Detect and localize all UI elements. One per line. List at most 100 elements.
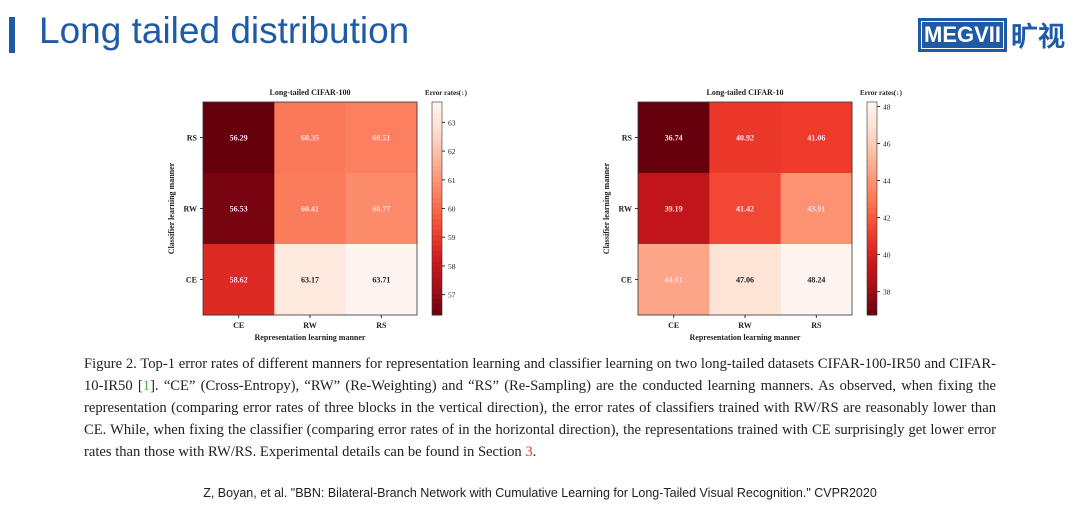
- colorbar-tick-label: 58: [448, 262, 456, 271]
- cell-value-label: 63.71: [372, 276, 390, 285]
- colorbar-tick-label: 63: [448, 118, 456, 127]
- cell-value-label: 48.24: [807, 276, 825, 285]
- colorbar-segment: [432, 309, 442, 316]
- colorbar-tick-label: 44: [883, 177, 891, 186]
- colorbar-segment: [432, 160, 442, 167]
- colorbar-tick-label: 48: [883, 102, 891, 111]
- colorbar-tick-label: 40: [883, 251, 891, 260]
- colorbar-segment: [867, 187, 877, 194]
- colorbar-segment: [432, 229, 442, 236]
- cell-value-label: 56.29: [230, 134, 248, 143]
- x-tick-label: RW: [303, 321, 317, 330]
- cell-value-label: 60.51: [372, 134, 390, 143]
- x-tick-label: RS: [811, 321, 822, 330]
- heatmap-cell: [638, 244, 710, 316]
- heatmap-cell: [345, 102, 418, 174]
- colorbar-segment: [432, 117, 442, 124]
- colorbar-segment: [432, 197, 442, 204]
- colorbar-segment: [867, 229, 877, 236]
- colorbar-segment: [867, 245, 877, 252]
- colorbar-segment: [867, 213, 877, 220]
- figure-caption: Figure 2. Top-1 error rates of different…: [84, 353, 996, 463]
- colorbar-segment: [432, 288, 442, 295]
- x-axis-label: Representation learning manner: [255, 333, 366, 342]
- heatmap-cell: [709, 102, 782, 174]
- heatmap-cell: [638, 102, 710, 174]
- colorbar-segment: [867, 219, 877, 225]
- colorbar-segment: [867, 293, 877, 300]
- colorbar-segment: [432, 112, 442, 119]
- caption-text: .: [532, 444, 537, 460]
- colorbar-label: Error rates(↓): [860, 89, 903, 97]
- colorbar-segment: [432, 261, 442, 268]
- heatmap-cell: [709, 244, 782, 316]
- colorbar-segment: [867, 224, 877, 231]
- cell-value-label: 41.06: [807, 134, 825, 143]
- colorbar-segment: [432, 304, 442, 311]
- colorbar-tick-label: 46: [883, 139, 891, 148]
- colorbar-segment: [432, 107, 442, 114]
- heatmap-cell: [203, 244, 275, 316]
- colorbar-segment: [432, 213, 442, 220]
- colorbar-segment: [867, 107, 877, 114]
- y-tick-label: RW: [619, 205, 633, 214]
- colorbar-segment: [867, 155, 877, 162]
- colorbar-segment: [867, 272, 877, 279]
- colorbar-segment: [432, 299, 442, 305]
- citation-link[interactable]: 1: [142, 378, 151, 394]
- colorbar-tick-label: 57: [448, 291, 456, 300]
- cell-value-label: 41.42: [736, 205, 754, 214]
- colorbar-segment: [867, 283, 877, 289]
- colorbar-segment: [867, 299, 877, 305]
- colorbar-segment: [432, 277, 442, 284]
- cell-value-label: 56.53: [230, 205, 248, 214]
- colorbar-segment: [432, 102, 442, 108]
- heatmap-cell: [345, 173, 418, 245]
- colorbar-segment: [432, 208, 442, 215]
- colorbar-segment: [432, 128, 442, 135]
- colorbar-segment: [867, 267, 877, 273]
- x-tick-label: CE: [233, 321, 244, 330]
- heatmap-cell: [780, 173, 853, 245]
- colorbar-segment: [867, 197, 877, 204]
- colorbar-segment: [432, 219, 442, 225]
- heatmap-cell: [274, 173, 347, 245]
- colorbar-segment: [867, 160, 877, 167]
- colorbar-segment: [432, 171, 442, 178]
- logo-cn-text: 旷视: [1011, 22, 1066, 53]
- cell-value-label: 40.92: [736, 134, 754, 143]
- cell-value-label: 63.17: [301, 276, 319, 285]
- colorbar-segment: [867, 277, 877, 284]
- colorbar-segment: [867, 176, 877, 183]
- heatmap-cell: [274, 244, 347, 316]
- colorbar-segment: [867, 133, 877, 140]
- colorbar-segment: [867, 117, 877, 124]
- colorbar-segment: [867, 165, 877, 172]
- cell-value-label: 60.41: [301, 205, 319, 214]
- colorbar-segment: [867, 208, 877, 215]
- colorbar-segment: [432, 267, 442, 273]
- colorbar-segment: [867, 112, 877, 119]
- colorbar-segment: [432, 181, 442, 188]
- colorbar-segment: [867, 203, 877, 209]
- section-link[interactable]: 3: [525, 444, 533, 460]
- caption-text: ]. “CE” (Cross-Entropy), “RW” (Re-Weight…: [84, 378, 996, 460]
- colorbar-tick-label: 60: [448, 205, 456, 214]
- x-axis-label: Representation learning manner: [690, 333, 801, 342]
- colorbar-segment: [867, 261, 877, 268]
- colorbar-tick-label: 62: [448, 147, 456, 156]
- colorbar-tick-label: 61: [448, 176, 456, 185]
- chart-title: Long-tailed CIFAR-10: [707, 88, 784, 97]
- colorbar-segment: [867, 251, 877, 257]
- cell-value-label: 47.06: [736, 276, 754, 285]
- heatmap-cell: [203, 102, 275, 174]
- heatmap-cell: [780, 244, 853, 316]
- colorbar-segment: [867, 304, 877, 311]
- colorbar-segment: [867, 144, 877, 151]
- cell-value-label: 58.62: [230, 276, 248, 285]
- colorbar-tick-label: 42: [883, 214, 891, 223]
- colorbar-segment: [432, 293, 442, 300]
- colorbar-segment: [432, 272, 442, 279]
- colorbar-segment: [432, 187, 442, 194]
- colorbar-segment: [432, 192, 442, 199]
